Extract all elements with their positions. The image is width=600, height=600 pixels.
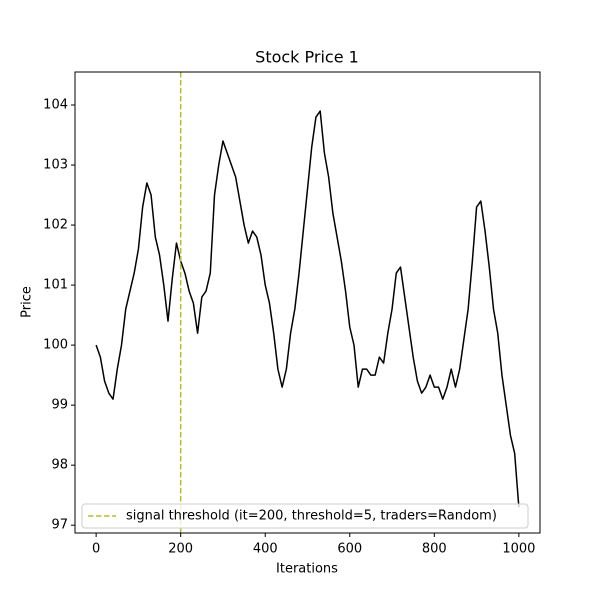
y-tick-label: 104 bbox=[43, 98, 68, 113]
plot-frame bbox=[74, 71, 541, 534]
x-tick-label: 1000 bbox=[502, 542, 535, 557]
y-tick-label: 101 bbox=[43, 278, 68, 293]
x-tick-label: 800 bbox=[422, 542, 447, 557]
x-tick-label: 0 bbox=[92, 542, 100, 557]
x-axis-label: Iterations bbox=[276, 562, 338, 577]
y-tick-label: 103 bbox=[43, 158, 68, 173]
price-line bbox=[95, 110, 520, 508]
y-tick-label: 99 bbox=[51, 398, 68, 413]
y-tick-label: 100 bbox=[43, 338, 68, 353]
legend-box bbox=[81, 503, 529, 529]
chart-title: Stock Price 1 bbox=[255, 48, 359, 67]
y-tick-label: 97 bbox=[51, 518, 68, 533]
y-tick-label: 102 bbox=[43, 218, 68, 233]
y-tick-label: 98 bbox=[51, 458, 68, 473]
x-tick-label: 200 bbox=[168, 542, 193, 557]
y-axis-label: Price bbox=[20, 286, 35, 318]
x-tick-label: 600 bbox=[337, 542, 362, 557]
legend-label: signal threshold (it=200, threshold=5, t… bbox=[126, 509, 497, 524]
x-tick-label: 400 bbox=[253, 542, 278, 557]
